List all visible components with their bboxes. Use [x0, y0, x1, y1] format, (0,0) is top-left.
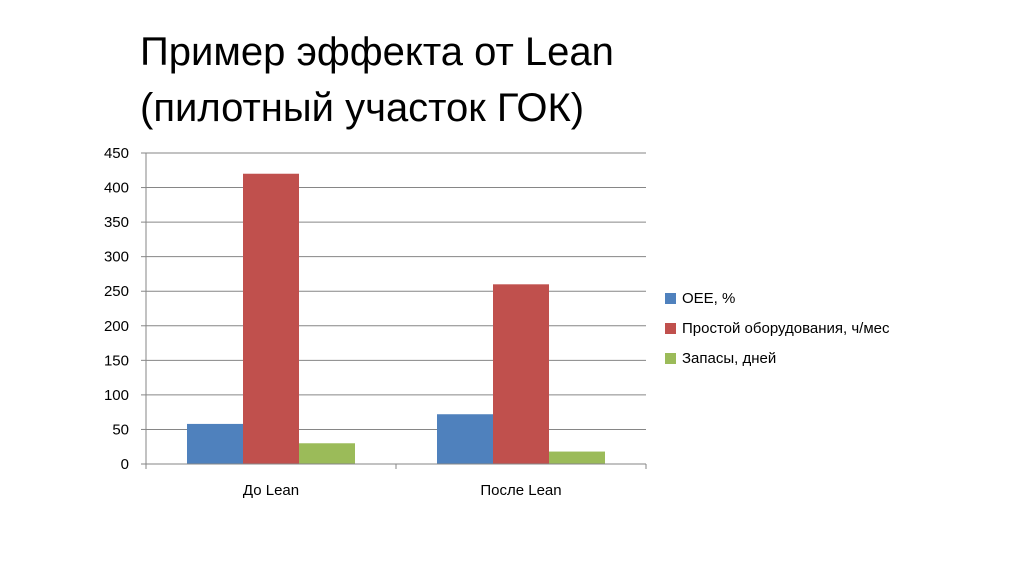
- y-tick-label: 250: [104, 283, 129, 300]
- axes: [141, 152, 647, 469]
- x-tick-label: После Lean: [480, 482, 561, 499]
- legend-swatch: [665, 322, 676, 334]
- legend-item: OEE, %: [665, 283, 1005, 313]
- bar: [437, 414, 493, 464]
- legend-item: Запасы, дней: [665, 343, 1005, 373]
- slide-title-line-1: Пример эффекта от Lean: [140, 30, 614, 74]
- legend-swatch: [665, 292, 676, 304]
- y-tick-label: 0: [121, 456, 129, 473]
- legend-swatch: [665, 352, 676, 364]
- y-tick-label: 50: [112, 421, 129, 438]
- x-tick-label: До Lean: [243, 482, 299, 499]
- legend-label: Простой оборудования, ч/мес: [682, 319, 890, 337]
- tick-labels: 0 50 100 150 200 250 300 350 400 450 До Lean После …: [104, 145, 562, 499]
- y-tick-label: 350: [104, 214, 129, 231]
- bar: [493, 284, 549, 464]
- y-tick-label: 100: [104, 387, 129, 404]
- bar: [243, 173, 299, 464]
- slide-title: Пример эффекта от Lean (пилотный участок…: [140, 24, 740, 136]
- legend-label: OEE, %: [682, 289, 736, 307]
- y-tick-label: 150: [104, 352, 129, 369]
- y-tick-label: 300: [104, 249, 129, 266]
- bar: [299, 443, 355, 464]
- legend-label: Запасы, дней: [682, 349, 777, 367]
- bars: [187, 173, 605, 464]
- slide-title-line-2: (пилотный участок ГОК): [140, 86, 585, 130]
- legend-item: Простой оборудования, ч/мес: [665, 313, 1005, 343]
- gridlines: [146, 152, 646, 430]
- chart-legend: OEE, % Простой оборудования, ч/мес Запасы,…: [665, 283, 1005, 373]
- y-tick-label: 400: [104, 180, 129, 197]
- y-tick-label: 450: [104, 145, 129, 162]
- y-tick-label: 200: [104, 318, 129, 335]
- bar: [187, 423, 243, 464]
- bar: [549, 451, 605, 464]
